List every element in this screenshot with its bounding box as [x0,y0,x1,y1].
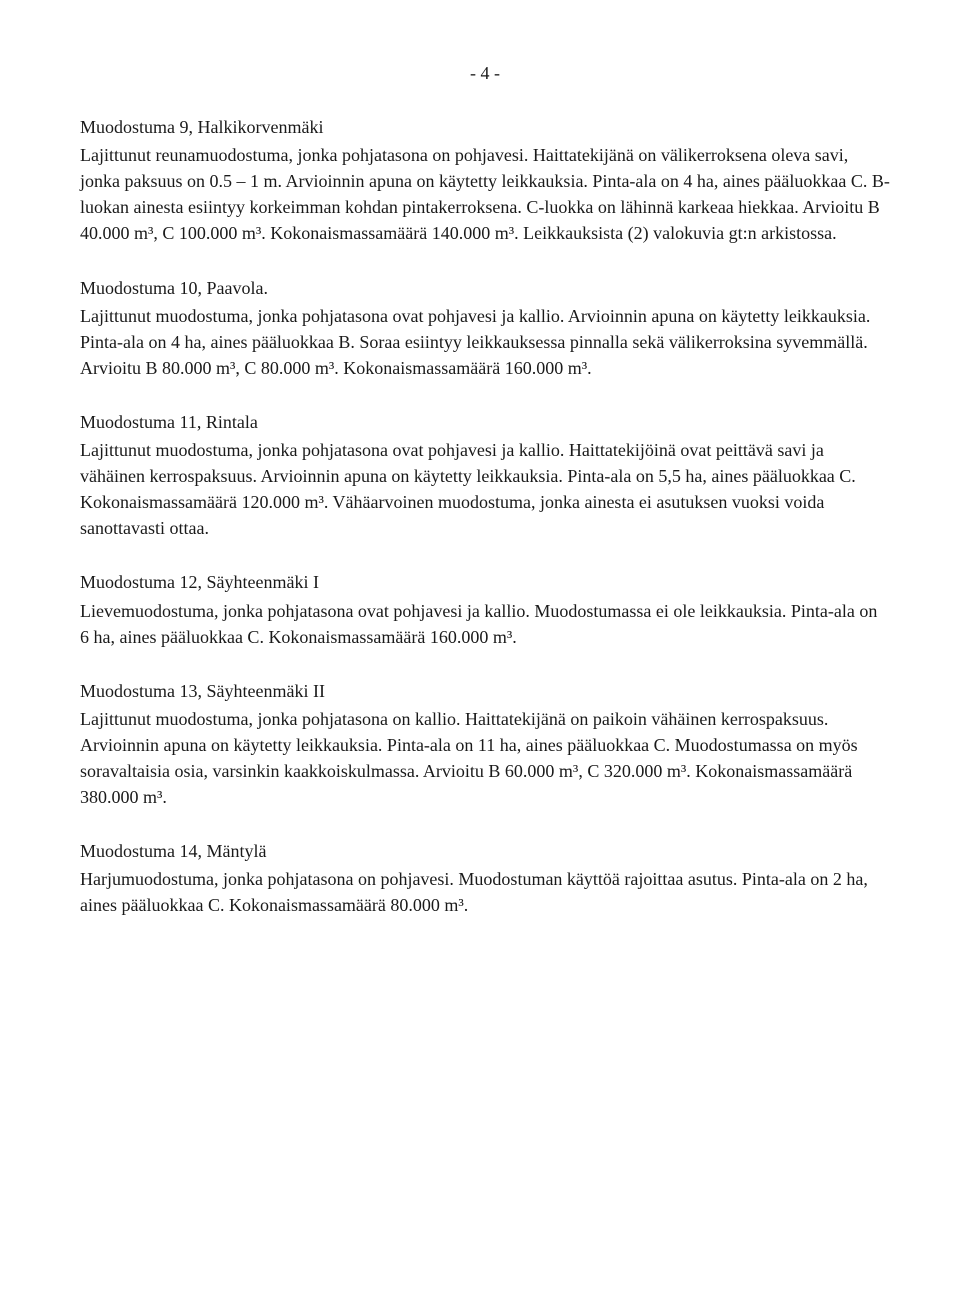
section-14: Muodostuma 14, Mäntylä Harjumuodostuma, … [80,838,890,918]
section-11: Muodostuma 11, Rintala Lajittunut muodos… [80,409,890,541]
page-number: - 4 - [80,60,890,86]
section-10-title: Muodostuma 10, Paavola. [80,275,890,301]
section-9: Muodostuma 9, Halkikorvenmäki Lajittunut… [80,114,890,246]
section-10: Muodostuma 10, Paavola. Lajittunut muodo… [80,275,890,381]
section-14-title: Muodostuma 14, Mäntylä [80,838,890,864]
section-9-body: Lajittunut reunamuodostuma, jonka pohjat… [80,142,890,246]
section-13: Muodostuma 13, Säyhteenmäki II Lajittunu… [80,678,890,810]
section-12-title: Muodostuma 12, Säyhteenmäki I [80,569,890,595]
section-10-body: Lajittunut muodostuma, jonka pohjatasona… [80,303,890,381]
section-12-body: Lievemuodostuma, jonka pohjatasona ovat … [80,598,890,650]
section-11-title: Muodostuma 11, Rintala [80,409,890,435]
section-9-title: Muodostuma 9, Halkikorvenmäki [80,114,890,140]
section-13-body: Lajittunut muodostuma, jonka pohjatasona… [80,706,890,810]
section-13-title: Muodostuma 13, Säyhteenmäki II [80,678,890,704]
section-11-body: Lajittunut muodostuma, jonka pohjatasona… [80,437,890,541]
section-14-body: Harjumuodostuma, jonka pohjatasona on po… [80,866,890,918]
section-12: Muodostuma 12, Säyhteenmäki I Lievemuodo… [80,569,890,649]
